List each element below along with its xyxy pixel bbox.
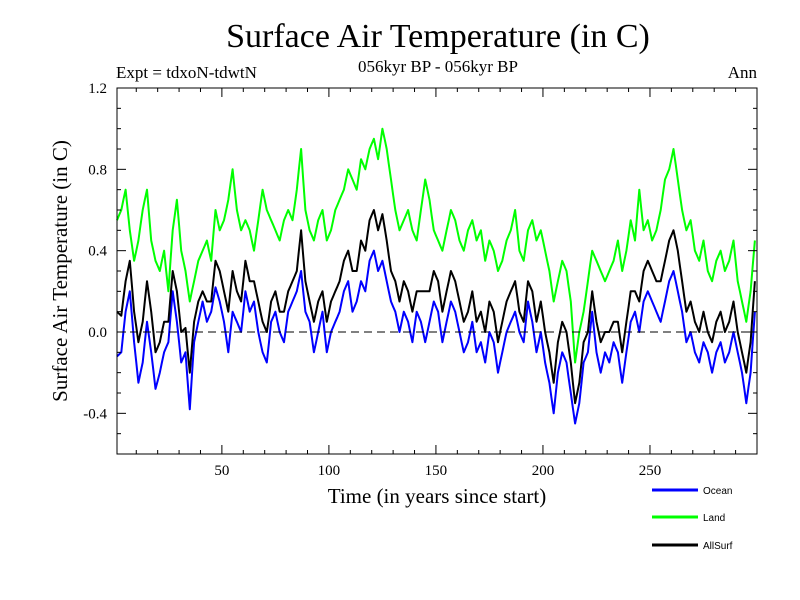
- y-axis-label: Surface Air Temperature (in C): [48, 140, 72, 402]
- y-tick-label: 0.4: [88, 244, 107, 260]
- legend-label-land: Land: [703, 513, 725, 524]
- series-line-allsurf: [116, 209, 756, 405]
- x-tick-label: 150: [425, 463, 448, 479]
- y-tick-label: -0.4: [83, 406, 107, 422]
- x-tick-label: 250: [639, 463, 662, 479]
- legend: Ocean Land AllSurf: [652, 486, 733, 552]
- x-axis-label: Time (in years since start): [328, 484, 547, 508]
- y-tick-label: 1.2: [88, 81, 107, 97]
- season-label: Ann: [728, 63, 758, 82]
- y-tick-label: 0.8: [88, 162, 107, 178]
- legend-label-ocean: Ocean: [703, 486, 732, 497]
- axis-ticks: 50 100 150 200 250 -0.4 0.0 0.4 0.8 1.2: [83, 81, 757, 479]
- series-line-land: [116, 127, 756, 364]
- y-tick-label: 0.0: [88, 325, 107, 341]
- plot-frame: [116, 87, 758, 455]
- x-tick-label: 200: [532, 463, 555, 479]
- experiment-label: Expt = tdxoN-tdwtN: [116, 63, 257, 82]
- series-layer: [116, 127, 756, 425]
- chart-title: Surface Air Temperature (in C): [226, 18, 650, 55]
- series-line-ocean: [116, 249, 756, 425]
- period-label: 056kyr BP - 056kyr BP: [358, 57, 518, 76]
- legend-label-allsurf: AllSurf: [703, 541, 733, 552]
- x-tick-label: 100: [318, 463, 341, 479]
- x-tick-label: 50: [214, 463, 229, 479]
